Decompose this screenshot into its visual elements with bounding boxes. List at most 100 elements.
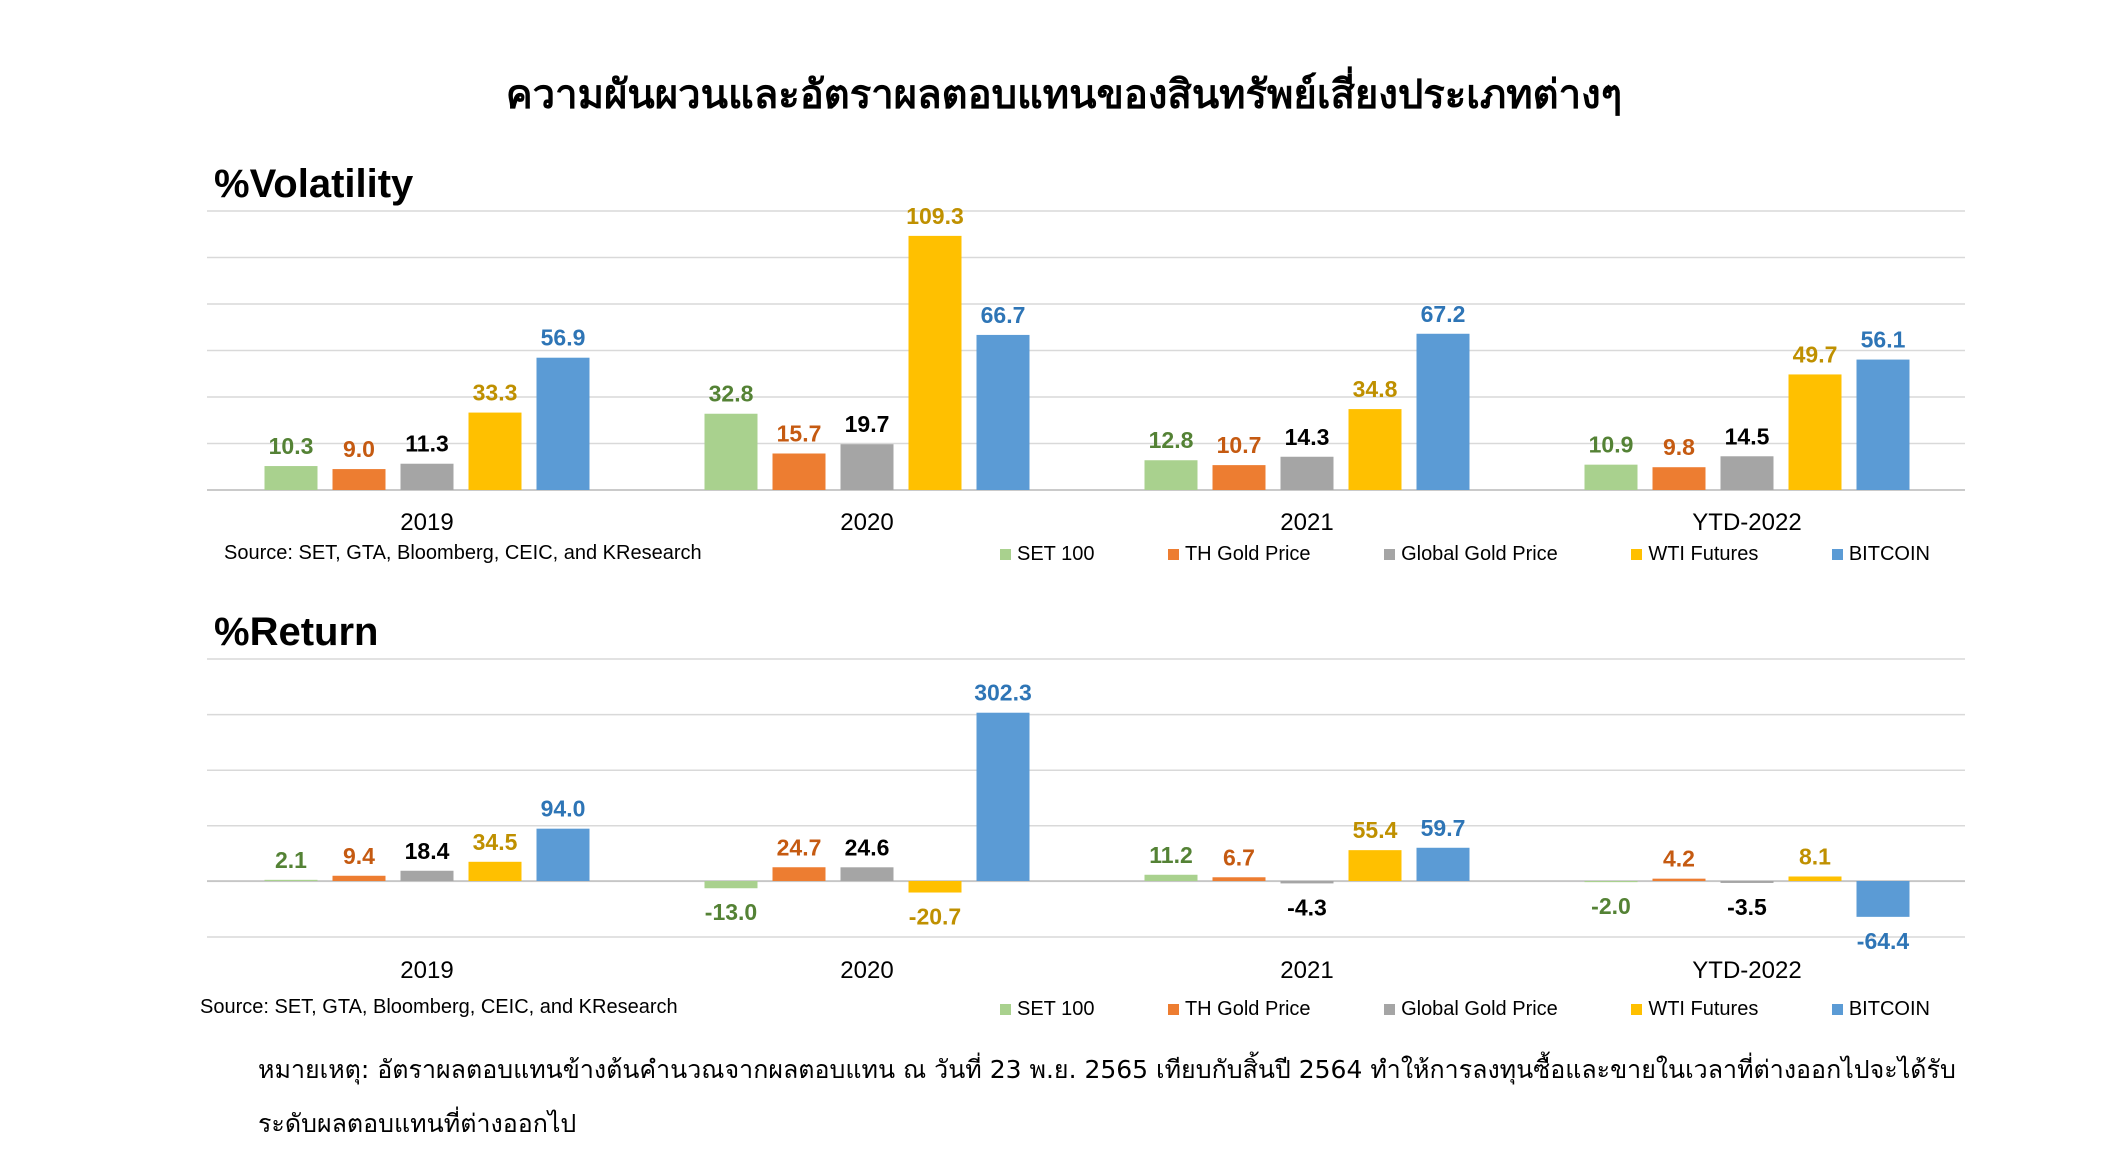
- data-label: -2.0: [1591, 893, 1631, 919]
- bar-wti-futures-2020: [908, 881, 962, 893]
- data-label: 2.1: [275, 847, 307, 873]
- bar-bitcoin-2020: [976, 712, 1030, 881]
- data-label: 12.8: [1149, 427, 1194, 453]
- data-label: 9.0: [343, 436, 375, 462]
- main-title: ความผันผวนและอัตราผลตอบแทนของสินทรัพย์เส…: [505, 72, 1623, 118]
- bar-bitcoin-ytd-2022: [1856, 881, 1910, 917]
- legend-label: BITCOIN: [1848, 543, 1930, 565]
- data-label: 302.3: [974, 680, 1032, 706]
- data-label: 56.9: [541, 325, 586, 351]
- data-label: 49.7: [1793, 341, 1838, 367]
- legend-swatch: [1384, 1004, 1396, 1015]
- data-label: 56.1: [1861, 327, 1906, 353]
- bar-th-gold-price-2020: [772, 453, 826, 490]
- volatility-chart-title: %Volatility: [214, 162, 414, 206]
- data-label: 24.7: [777, 834, 822, 860]
- data-label: 8.1: [1799, 843, 1831, 869]
- data-label: 15.7: [777, 420, 822, 446]
- volatility-source: Source: SET, GTA, Bloomberg, CEIC, and K…: [224, 542, 702, 564]
- legend-swatch: [1631, 549, 1643, 560]
- data-label: -64.4: [1857, 928, 1910, 954]
- data-label: 10.3: [269, 433, 314, 459]
- legend-item: BITCOIN: [1831, 998, 1930, 1021]
- legend-swatch: [1831, 549, 1843, 560]
- legend-swatch: [1384, 549, 1396, 560]
- legend-swatch: [1831, 1004, 1843, 1015]
- footnote-line-2: ระดับผลตอบแทนที่ต่างออกไป: [258, 1109, 577, 1138]
- data-label: 14.3: [1285, 424, 1330, 450]
- category-label: 2019: [400, 957, 453, 984]
- legend-item: BITCOIN: [1831, 543, 1930, 566]
- legend-swatch: [1000, 549, 1011, 560]
- data-label: 34.8: [1353, 376, 1398, 402]
- bar-global-gold-price-2019: [400, 870, 454, 881]
- data-label: 109.3: [906, 203, 964, 229]
- category-label: 2020: [840, 957, 893, 984]
- volatility-chart: 10.3 9.0 11.3 33.3 56.9 2019 32.8 15.7 19.7 109.3…: [207, 203, 1965, 536]
- bar-global-gold-price-ytd-2022: [1720, 456, 1774, 490]
- bar-set-100-ytd-2022: [1584, 881, 1638, 883]
- bar-wti-futures-ytd-2022: [1788, 374, 1842, 490]
- legend-swatch: [1000, 1004, 1011, 1015]
- bar-bitcoin-2019: [536, 828, 590, 881]
- legend-item: SET 100: [1000, 543, 1094, 566]
- legend-item: WTI Futures: [1631, 543, 1758, 566]
- return-legend: SET 100 TH Gold Price Global Gold Price WTI…: [1000, 998, 1930, 1021]
- legend-swatch: [1167, 549, 1179, 560]
- legend-item: Global Gold Price: [1384, 998, 1558, 1021]
- bar-global-gold-price-2021: [1280, 881, 1334, 884]
- bar-th-gold-price-ytd-2022: [1652, 878, 1706, 881]
- data-label: 67.2: [1421, 301, 1466, 327]
- category-label: 2019: [400, 509, 453, 536]
- data-label: 18.4: [405, 838, 450, 864]
- bar-bitcoin-2021: [1416, 847, 1470, 881]
- category-label: YTD-2022: [1692, 957, 1801, 984]
- bar-global-gold-price-ytd-2022: [1720, 881, 1774, 883]
- legend-label: TH Gold Price: [1184, 998, 1311, 1020]
- legend-item: Global Gold Price: [1384, 543, 1558, 566]
- data-label: -20.7: [909, 904, 961, 930]
- bar-wti-futures-2021: [1348, 850, 1402, 881]
- category-label: 2021: [1280, 957, 1333, 984]
- legend-label: BITCOIN: [1848, 998, 1930, 1020]
- bar-set-100-2019: [264, 879, 318, 881]
- volatility-legend: SET 100 TH Gold Price Global Gold Price WTI…: [1000, 543, 1930, 566]
- bar-th-gold-price-2019: [332, 469, 386, 490]
- bar-global-gold-price-2020: [840, 867, 894, 881]
- legend-label: Global Gold Price: [1401, 998, 1558, 1020]
- data-label: -4.3: [1287, 894, 1327, 920]
- bar-wti-futures-2019: [468, 861, 522, 881]
- legend-item: SET 100: [1000, 998, 1094, 1021]
- data-label: 94.0: [541, 796, 586, 822]
- bar-set-100-2020: [704, 413, 758, 490]
- data-label: 59.7: [1421, 815, 1466, 841]
- legend-swatch: [1167, 1004, 1179, 1015]
- bar-set-100-2021: [1144, 874, 1198, 881]
- return-chart: 2.1 9.4 18.4 34.5 94.0 2019 -13.0 24.7 24.6 -20.7…: [207, 658, 1965, 984]
- bar-global-gold-price-2021: [1280, 456, 1334, 490]
- data-label: 34.5: [473, 829, 518, 855]
- bar-wti-futures-2021: [1348, 409, 1402, 490]
- bar-set-100-ytd-2022: [1584, 464, 1638, 490]
- data-label: 32.8: [709, 381, 754, 407]
- legend-label: WTI Futures: [1648, 998, 1759, 1020]
- data-label: 14.5: [1725, 423, 1770, 449]
- bar-th-gold-price-ytd-2022: [1652, 467, 1706, 490]
- bar-set-100-2021: [1144, 460, 1198, 490]
- category-label: YTD-2022: [1692, 509, 1801, 536]
- data-label: 4.2: [1663, 846, 1695, 872]
- data-label: 9.8: [1663, 434, 1695, 460]
- legend-item: TH Gold Price: [1167, 998, 1311, 1021]
- legend-label: SET 100: [1017, 543, 1095, 565]
- category-label: 2021: [1280, 509, 1333, 536]
- data-label: 19.7: [845, 411, 890, 437]
- bar-th-gold-price-2020: [772, 867, 826, 881]
- legend-label: WTI Futures: [1648, 543, 1759, 565]
- data-label: -13.0: [705, 899, 757, 925]
- bar-bitcoin-2021: [1416, 333, 1470, 490]
- legend-item: WTI Futures: [1631, 998, 1758, 1021]
- category-label: 2020: [840, 509, 893, 536]
- data-label: 24.6: [845, 834, 890, 860]
- data-label: 11.3: [405, 431, 449, 457]
- data-label: 10.7: [1217, 432, 1262, 458]
